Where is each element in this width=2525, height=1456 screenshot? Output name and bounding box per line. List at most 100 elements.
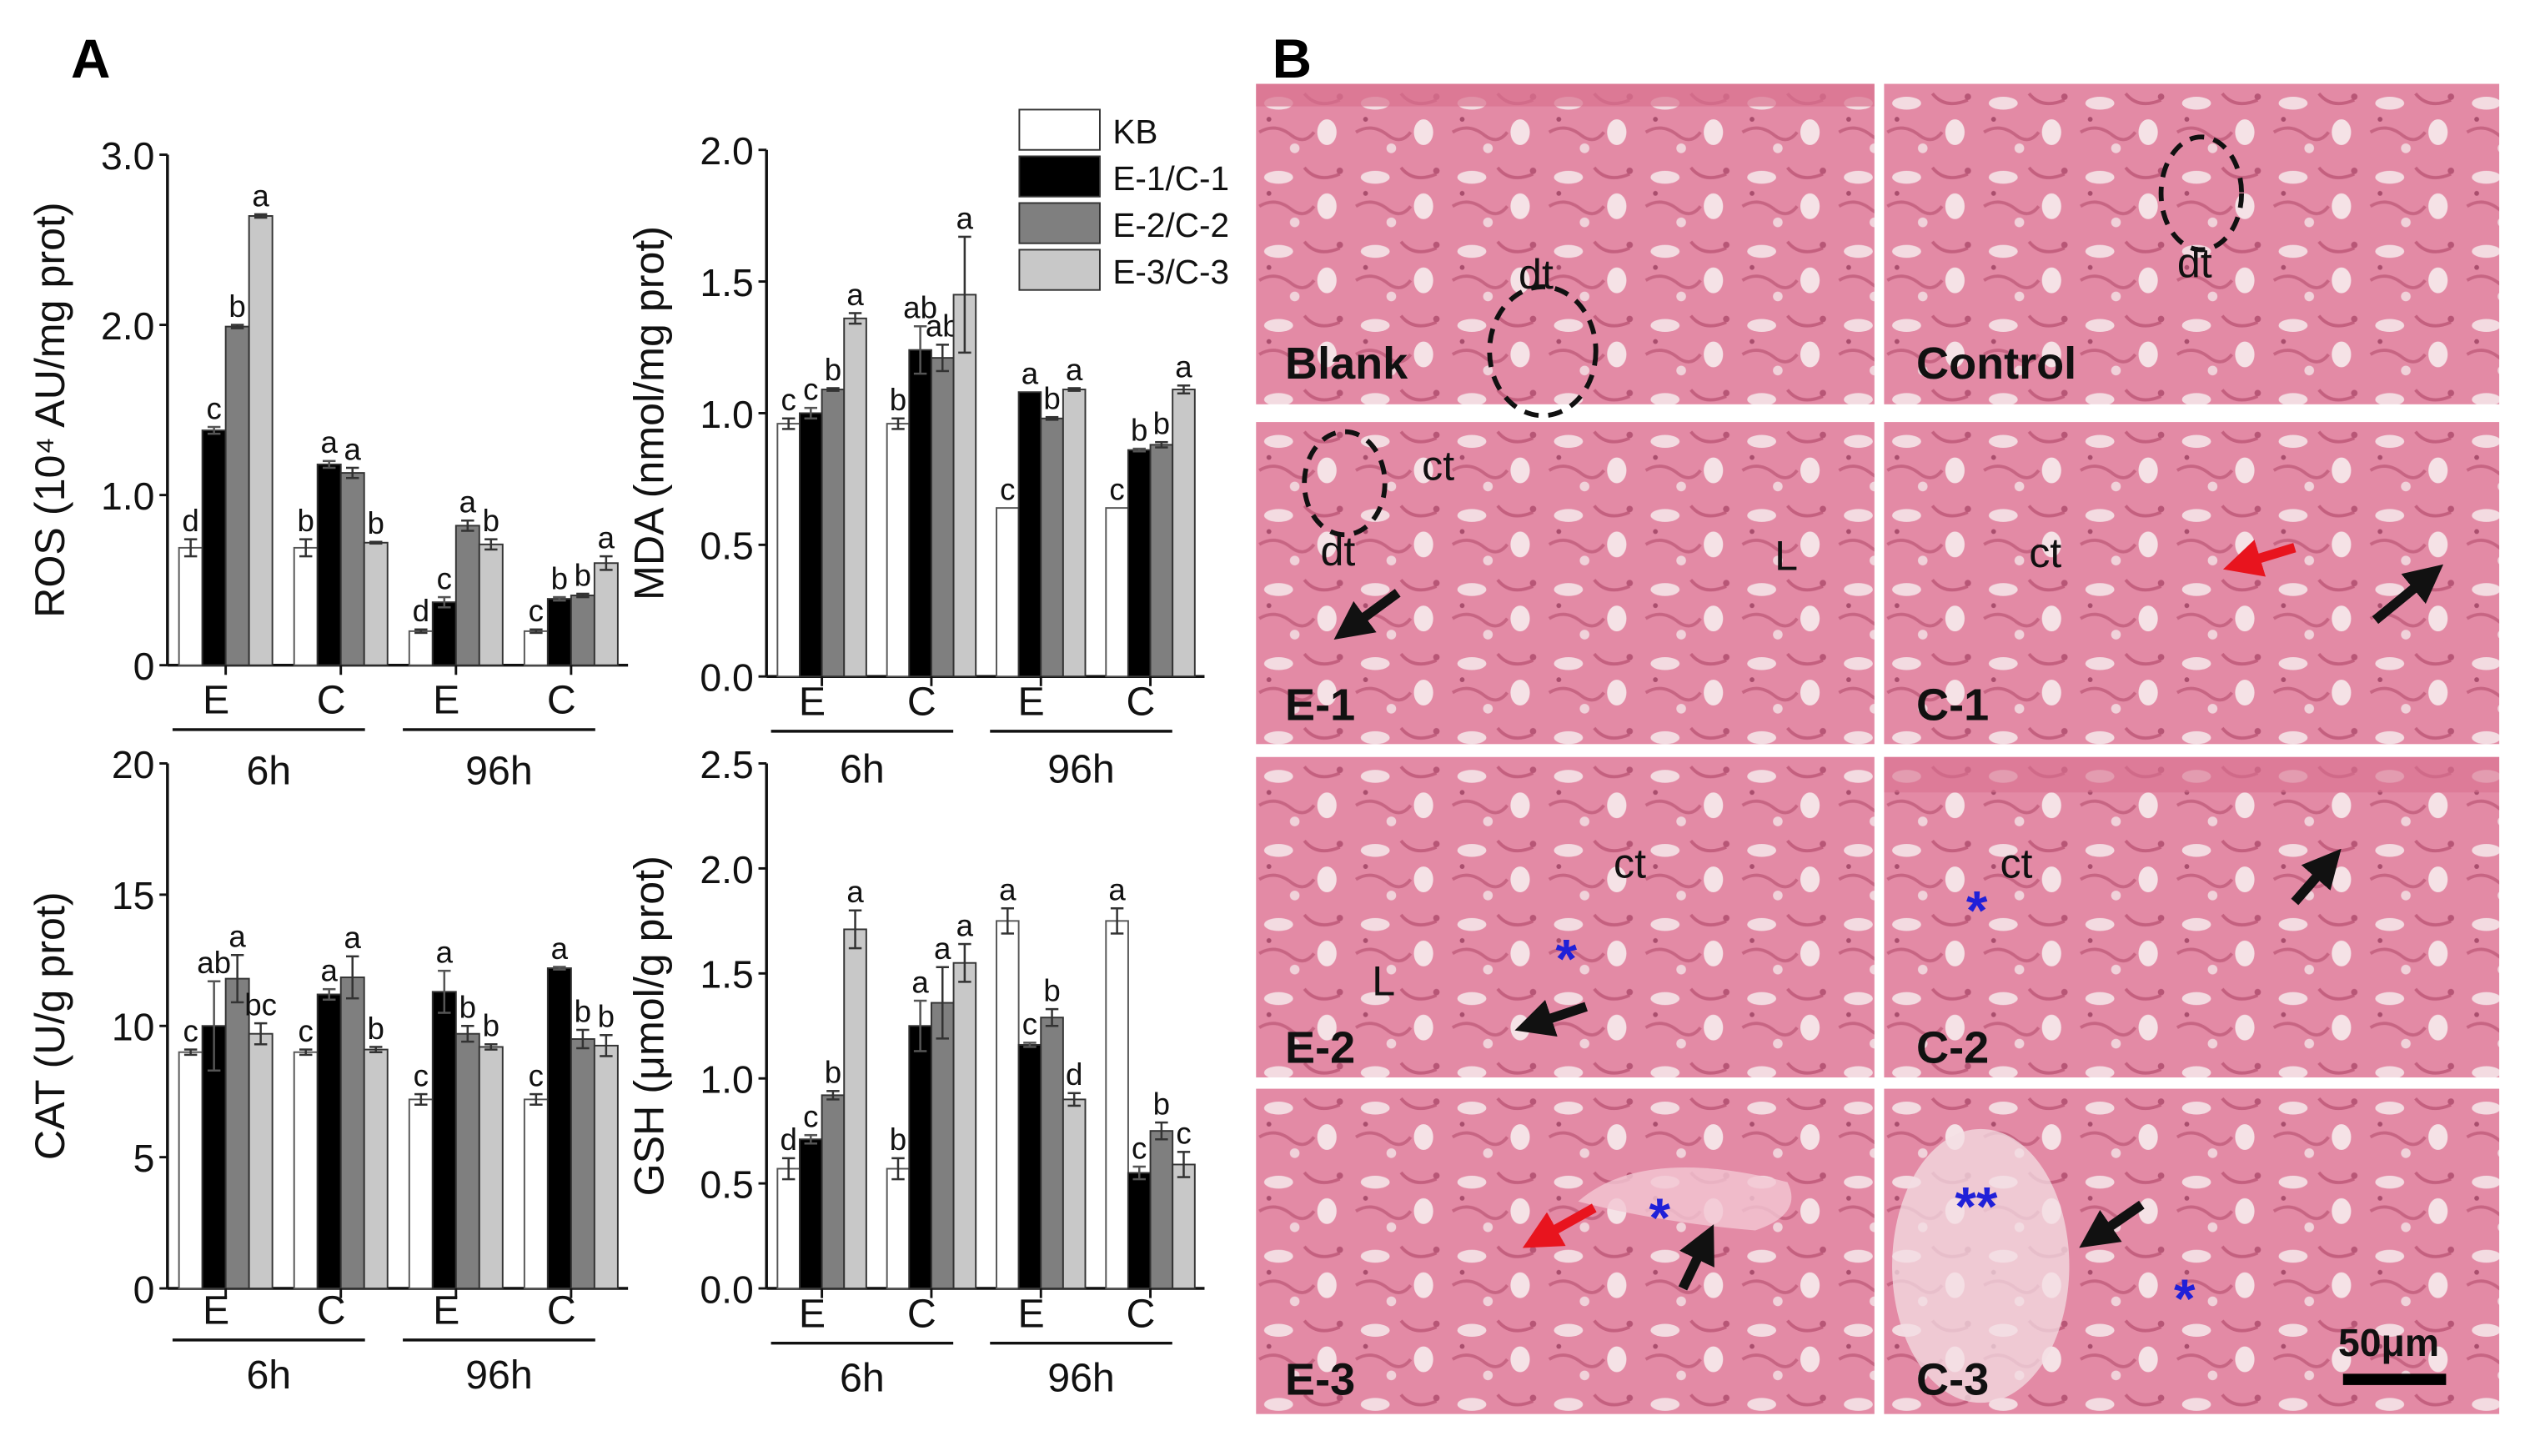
significance-letter: a [956,908,974,942]
y-axis-title: MDA (nmol/mg prot) [626,226,673,600]
significance-letter: a [344,432,362,466]
significance-letter: b [890,383,906,417]
black-arrow-icon [2079,1200,2145,1248]
x-category-label: C [1127,1291,1156,1336]
bar-kb [523,630,549,666]
bar-kb [293,1051,319,1289]
significance-letter: a [1175,350,1192,384]
bar-e-3-c-3 [843,317,867,678]
significance-letter: ab [903,291,937,325]
y-axis-title: CAT (U/g prot) [27,891,73,1160]
bar-e-1-c-1 [431,601,457,666]
significance-letter: c [414,1058,429,1092]
asterisk-marker: * [2174,1268,2196,1329]
bar-e-3-c-3 [1172,389,1196,678]
x-category-label: E [203,678,229,723]
micrograph-c1: ct C-1 [1884,422,2500,745]
legend-label: E-3/C-3 [1112,253,1229,291]
bar-e-3-c-3 [363,541,389,666]
significance-letter: b [598,1000,615,1034]
bar-kb [178,1051,203,1289]
significance-letter: c [1109,472,1124,506]
bar-e-2-c-2 [224,977,250,1289]
bar-kb [178,546,203,666]
significance-letter: c [803,372,818,406]
legend-label: E-2/C-2 [1112,206,1229,244]
bar-e-2-c-2 [454,525,480,666]
bar-e-1-c-1 [1017,391,1042,678]
x-category-label: C [317,1288,346,1333]
bar-e-3-c-3 [593,562,619,666]
bar-e-1-c-1 [1127,449,1152,678]
significance-letter: a [1066,353,1083,387]
annotation-dt: dt [2177,239,2212,286]
significance-letter: b [1043,973,1060,1007]
annotation-ct: ct [1614,841,1646,887]
significance-letter: c [803,1100,818,1134]
black-arrow-icon [1514,1000,1588,1037]
scale-bar-label: 50μm [2338,1321,2439,1364]
bar-e-3-c-3 [1172,1163,1196,1289]
significance-letter: b [483,504,499,538]
bar-e-3-c-3 [478,1046,504,1289]
y-tick-label: 2.0 [700,129,753,173]
x-category-label: C [907,680,936,725]
significance-letter: a [252,178,269,213]
scale-bar [2342,1373,2447,1385]
annotation-dt: dt [1321,528,1356,575]
x-category-label: C [547,1288,576,1333]
black-arrow-icon [2291,848,2342,906]
micrograph-e1: ct dt L E-1 [1256,422,1875,745]
bar-e-1-c-1 [799,1138,823,1289]
bar-e-1-c-1 [908,349,932,678]
micrograph-control: dt Control [1884,83,2500,404]
significance-letter: c [1132,1131,1147,1165]
significance-letter: c [437,561,452,595]
y-tick-label: 0 [133,645,155,688]
y-tick-label: 0.5 [700,1163,753,1207]
bar-e-3-c-3 [478,543,504,666]
bar-e-1-c-1 [201,429,227,666]
x-category-label: C [547,678,576,723]
bar-e-3-c-3 [363,1048,389,1289]
significance-letter: b [459,991,476,1025]
legend-label: KB [1112,113,1157,151]
significance-letter: a [551,931,569,966]
y-tick-label: 1.0 [700,393,753,436]
x-category-label: E [799,680,826,725]
significance-letter: b [825,353,841,387]
time-group-label: 6h [246,749,291,794]
significance-letter: b [298,504,314,538]
micrograph-blank: dt Blank [1256,83,1875,419]
bar-e-1-c-1 [316,463,342,666]
bar-e-1-c-1 [908,1025,932,1289]
bar-kb [886,423,911,678]
y-tick-label: 1.0 [101,474,154,518]
y-tick-label: 2.0 [700,848,753,891]
time-group-label: 6h [840,747,885,792]
significance-letter: b [1043,382,1060,416]
micrograph-label: C-1 [1916,680,1989,730]
significance-letter: a [911,965,929,999]
bar-kb [996,920,1020,1289]
bar-e-2-c-2 [224,325,250,666]
y-tick-label: 0.5 [700,525,753,568]
micrograph-label: E-1 [1285,680,1355,730]
significance-letter: bc [244,987,277,1022]
significance-letter: d [413,594,429,628]
legend: KB E-1/C-1 E-2/C-2 E-3/C-3 [1018,108,1229,291]
bar-kb [523,1098,549,1289]
asterisk-marker: * [1555,928,1577,989]
significance-letter: c [1022,1007,1037,1042]
legend-label: E-1/C-1 [1112,159,1229,198]
legend-swatch-kb [1018,108,1101,151]
y-tick-label: 0.0 [700,1268,753,1311]
significance-letter: b [368,506,384,540]
y-tick-label: 1.0 [700,1058,753,1102]
time-group-label: 6h [246,1353,291,1398]
bar-e-3-c-3 [952,961,977,1289]
time-group-label: 96h [1047,1356,1115,1401]
